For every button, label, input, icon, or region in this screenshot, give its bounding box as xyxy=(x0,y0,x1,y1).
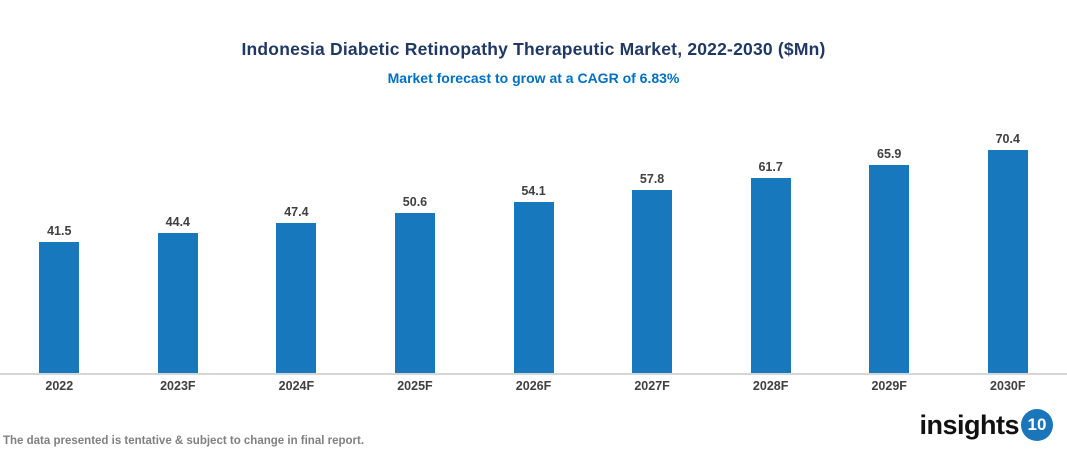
bar-2027F xyxy=(632,190,673,373)
bar-value-label: 57.8 xyxy=(639,172,665,186)
chart-subtitle: Market forecast to grow at a CAGR of 6.8… xyxy=(387,70,680,86)
bar-2026F xyxy=(513,202,554,373)
bar-column: 44.4 xyxy=(119,120,238,373)
bar-column: 57.8 xyxy=(593,120,712,373)
x-tick-label-2026F: 2026F xyxy=(515,379,552,393)
bar-plot-area: 41.5 44.4 47.4 50.6 54.1 57.8 61.7 65.9 70.4 xyxy=(0,120,1067,373)
bar-column: 50.6 xyxy=(356,120,475,373)
bar-column: 70.4 xyxy=(949,120,1067,373)
bar-2030F xyxy=(987,150,1028,373)
bar-column: 41.5 xyxy=(0,120,119,373)
bar-value-label: 65.9 xyxy=(877,147,902,161)
bar-value-label: 70.4 xyxy=(995,132,1020,146)
bar-column: 54.1 xyxy=(474,120,593,373)
insights10-logo: insights 10 xyxy=(919,409,1053,441)
bar-value-label: 50.6 xyxy=(402,195,428,209)
x-tick-label-2028F: 2028F xyxy=(752,379,789,393)
logo-badge-circle: 10 xyxy=(1021,409,1053,441)
bar-column: 61.7 xyxy=(711,120,830,373)
bar-value-label: 47.4 xyxy=(284,205,309,219)
bar-2022 xyxy=(39,242,80,373)
bar-2029F xyxy=(869,165,910,373)
bar-2023F xyxy=(157,233,198,373)
bar-column: 47.4 xyxy=(237,120,356,373)
disclaimer-text: The data presented is tentative & subjec… xyxy=(3,435,365,447)
x-axis-labels: 2022 2023F 2024F 2025F 2026F 2027F 2028F 2029F 2… xyxy=(0,379,1067,393)
bar-value-label: 54.1 xyxy=(521,184,546,198)
bar-2025F xyxy=(394,213,435,373)
x-tick-label-2027F: 2027F xyxy=(634,379,670,393)
chart-title: Indonesia Diabetic Retinopathy Therapeut… xyxy=(241,39,826,59)
x-tick-label-2025F: 2025F xyxy=(397,379,433,393)
x-tick-label-2024F: 2024F xyxy=(278,379,315,393)
bar-value-label: 41.5 xyxy=(47,224,72,238)
bar-column: 65.9 xyxy=(830,120,949,373)
x-axis-line xyxy=(0,373,1067,375)
x-tick-label-2022: 2022 xyxy=(45,379,74,393)
bar-2028F xyxy=(750,178,791,373)
x-tick-label-2029F: 2029F xyxy=(871,379,907,393)
bar-value-label: 44.4 xyxy=(165,215,191,229)
bar-value-label: 61.7 xyxy=(758,160,783,174)
x-tick-label-2030F: 2030F xyxy=(990,379,1026,393)
logo-wordmark: insights xyxy=(919,409,1019,440)
x-tick-label-2023F: 2023F xyxy=(160,379,196,393)
bar-2024F xyxy=(276,223,317,373)
